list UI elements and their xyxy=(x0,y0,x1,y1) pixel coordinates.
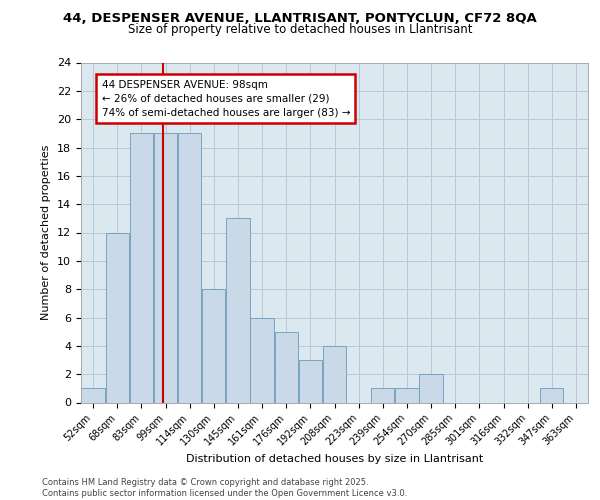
Bar xyxy=(130,134,153,402)
Bar xyxy=(419,374,443,402)
Bar xyxy=(323,346,346,403)
Bar xyxy=(395,388,419,402)
Bar xyxy=(178,134,202,402)
Text: 44, DESPENSER AVENUE, LLANTRISANT, PONTYCLUN, CF72 8QA: 44, DESPENSER AVENUE, LLANTRISANT, PONTY… xyxy=(63,12,537,26)
Bar xyxy=(540,388,563,402)
Bar xyxy=(82,388,105,402)
Bar xyxy=(226,218,250,402)
Text: Contains HM Land Registry data © Crown copyright and database right 2025.
Contai: Contains HM Land Registry data © Crown c… xyxy=(42,478,407,498)
Bar xyxy=(202,289,226,403)
X-axis label: Distribution of detached houses by size in Llantrisant: Distribution of detached houses by size … xyxy=(186,454,483,464)
Bar xyxy=(250,318,274,402)
Bar xyxy=(371,388,394,402)
Y-axis label: Number of detached properties: Number of detached properties xyxy=(41,145,52,320)
Text: Size of property relative to detached houses in Llantrisant: Size of property relative to detached ho… xyxy=(128,22,472,36)
Text: 44 DESPENSER AVENUE: 98sqm
← 26% of detached houses are smaller (29)
74% of semi: 44 DESPENSER AVENUE: 98sqm ← 26% of deta… xyxy=(101,80,350,118)
Bar xyxy=(154,134,177,402)
Bar xyxy=(275,332,298,402)
Bar xyxy=(299,360,322,403)
Bar xyxy=(106,232,129,402)
